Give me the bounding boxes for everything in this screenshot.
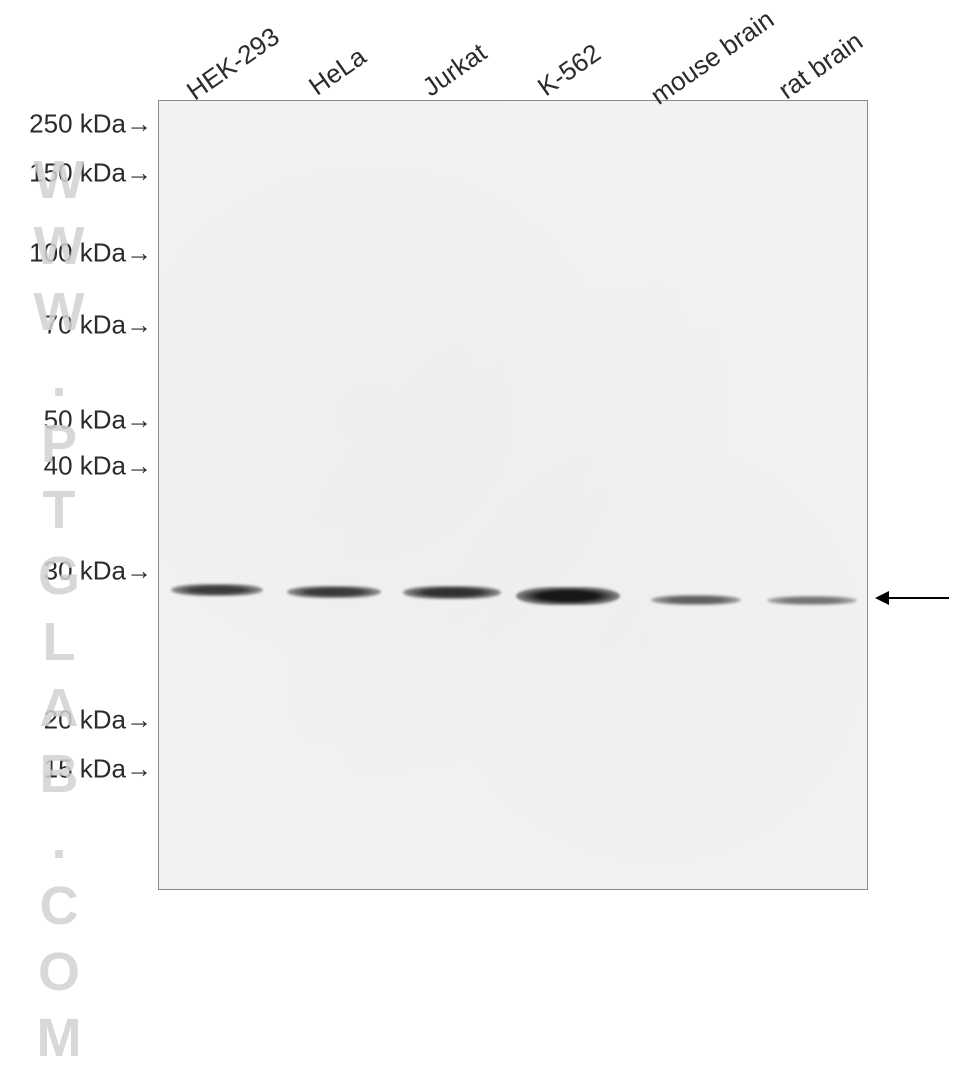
protein-band [651,595,741,605]
mw-marker: 15 kDa→ [44,754,152,785]
protein-band [171,584,263,596]
blot-membrane [158,100,868,890]
mw-marker: 100 kDa→ [29,238,152,269]
lane-label: K-562 [532,38,607,103]
target-band-arrow [875,591,949,605]
mw-marker: 250 kDa→ [29,109,152,140]
mw-marker: 70 kDa→ [44,310,152,341]
protein-band [516,587,620,605]
lane-label: Jurkat [417,37,493,103]
western-blot-figure: 250 kDa→ 150 kDa→ 100 kDa→ 70 kDa→ 50 kDa→ 40… [0,0,960,903]
protein-band [767,596,857,605]
membrane-texture [159,101,867,889]
lane-label: HEK-293 [181,21,285,107]
mw-marker: 150 kDa→ [29,158,152,189]
arrow-head-icon [875,591,889,605]
arrow-line [889,597,949,599]
mw-marker: 30 kDa→ [44,556,152,587]
watermark-text: WWW.PTGLAB.COM [28,150,90,1074]
mw-marker: 40 kDa→ [44,451,152,482]
lane-label: rat brain [773,26,869,106]
protein-band [287,586,381,598]
mw-marker: 20 kDa→ [44,705,152,736]
lane-label: HeLa [303,41,372,102]
protein-band [403,586,501,599]
mw-marker: 50 kDa→ [44,405,152,436]
lane-label: mouse brain [645,4,780,111]
